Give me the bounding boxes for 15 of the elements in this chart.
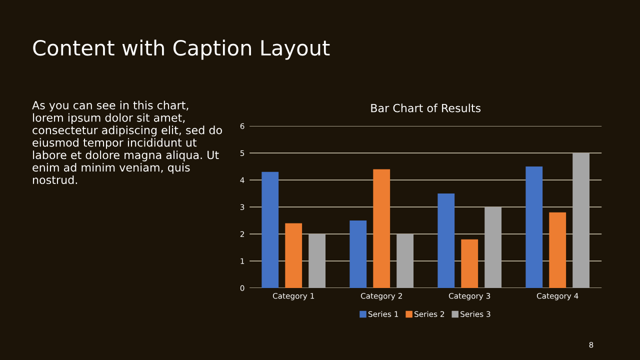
bar — [285, 223, 302, 288]
bar — [373, 169, 390, 288]
bar — [572, 153, 590, 288]
bar — [438, 194, 455, 288]
bar — [549, 212, 566, 288]
chart-title: Bar Chart of Results — [371, 104, 481, 112]
bar — [262, 172, 279, 288]
text: Content with Caption Layout — [33, 40, 330, 60]
bar — [526, 166, 543, 288]
bar — [484, 207, 502, 288]
bar — [350, 220, 367, 288]
bar — [308, 234, 326, 288]
bar — [461, 239, 478, 288]
bar — [396, 234, 414, 288]
text: As you can see in this chart, lorem ipsum dolor sit amet, consectetur adipiscing elit, sed do eiusmod tempor incididunt ut labore et dolore magna aliqua. Ut enim ad minim veniam, quis nostrud. — [32, 100, 222, 184]
